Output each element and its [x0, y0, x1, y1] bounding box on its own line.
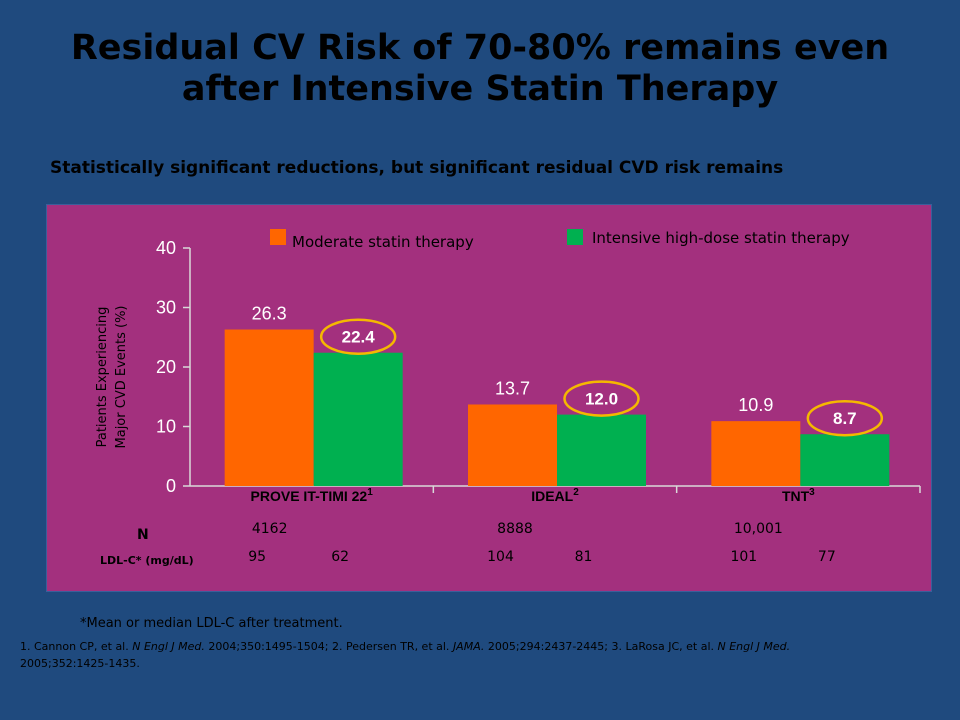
category-label: PROVE IT-TIMI 221 [251, 487, 374, 504]
n-value: 8888 [497, 521, 533, 537]
category-name: PROVE IT-TIMI 22 [251, 488, 368, 504]
ldl-value-intensive: 77 [818, 549, 836, 565]
category-name: TNT [782, 488, 810, 504]
value-label-intensive: 8.7 [833, 409, 857, 428]
ref-text-4: 2005;352:1425-1435. [20, 657, 140, 670]
category-superscript: 2 [573, 487, 579, 498]
y-tick-label: 10 [156, 417, 176, 437]
y-tick-label: 20 [156, 357, 176, 377]
y-tick-label: 0 [166, 476, 176, 496]
legend-label-intensive: Intensive high-dose statin therapy [592, 229, 850, 247]
category-name: IDEAL [531, 488, 573, 504]
references: 1. Cannon CP, et al. N Engl J Med. 2004;… [20, 638, 820, 672]
slide-title: Residual CV Risk of 70-80% remains even … [0, 28, 960, 110]
bar-moderate [711, 421, 801, 486]
ref-text-2: 2004;350:1495-1504; 2. Pedersen TR, et a… [204, 640, 453, 653]
ldl-value-moderate: 95 [248, 549, 266, 565]
category-label: TNT3 [782, 487, 815, 504]
bar-intensive [800, 434, 890, 486]
ref-text-1: 1. Cannon CP, et al. [20, 640, 133, 653]
footnote: *Mean or median LDL-C after treatment. [80, 616, 343, 631]
n-row-label: N [137, 527, 149, 543]
n-value: 4162 [252, 521, 288, 537]
ldl-value-moderate: 104 [487, 549, 514, 565]
y-axis-title: Patients Experiencing Major CVD Events (%… [95, 306, 129, 449]
legend-swatch-intensive [567, 229, 583, 245]
highlight-circle [319, 318, 397, 355]
value-label-intensive: 12.0 [585, 390, 618, 409]
highlight-circle [563, 380, 640, 417]
bar-moderate [224, 329, 314, 486]
legend-swatch-moderate [270, 229, 286, 245]
ref-journal-2: JAMA. [452, 640, 485, 653]
y-axis-title-line-1: Patients Experiencing [95, 307, 110, 448]
category-label: IDEAL2 [531, 487, 579, 504]
title-line-1: Residual CV Risk of 70-80% remains even [70, 28, 890, 68]
bar-moderate [468, 404, 557, 486]
title-line-2: after Intensive Statin Therapy [181, 69, 779, 109]
ldl-value-moderate: 101 [730, 549, 757, 565]
category-superscript: 1 [367, 487, 373, 498]
ref-journal-3: N Engl J Med. [717, 640, 791, 653]
ldl-value-intensive: 81 [575, 549, 593, 565]
ref-journal-1: N Engl J Med. [132, 640, 205, 653]
highlight-circle [806, 399, 884, 437]
y-axis-title-line-2: Major CVD Events (%) [114, 306, 129, 449]
category-superscript: 3 [809, 487, 815, 498]
bar-intensive [557, 414, 646, 486]
chart-panel [46, 204, 932, 592]
value-label-moderate: 13.7 [495, 378, 530, 398]
value-label-intensive: 22.4 [342, 328, 376, 347]
n-value: 10,001 [734, 521, 783, 537]
y-tick-label: 30 [156, 298, 176, 318]
y-tick-label: 40 [156, 238, 176, 258]
ref-text-3: 2005;294:2437-2445; 3. LaRosa JC, et al. [484, 640, 718, 653]
value-label-moderate: 26.3 [252, 304, 287, 324]
bar-intensive [313, 352, 403, 486]
ldl-row-label: LDL-C* (mg/dL) [100, 554, 194, 567]
value-label-moderate: 10.9 [738, 395, 773, 415]
legend-label-moderate: Moderate statin therapy [292, 233, 474, 251]
ldl-value-intensive: 62 [331, 549, 349, 565]
subtitle: Statistically significant reductions, bu… [50, 158, 784, 178]
